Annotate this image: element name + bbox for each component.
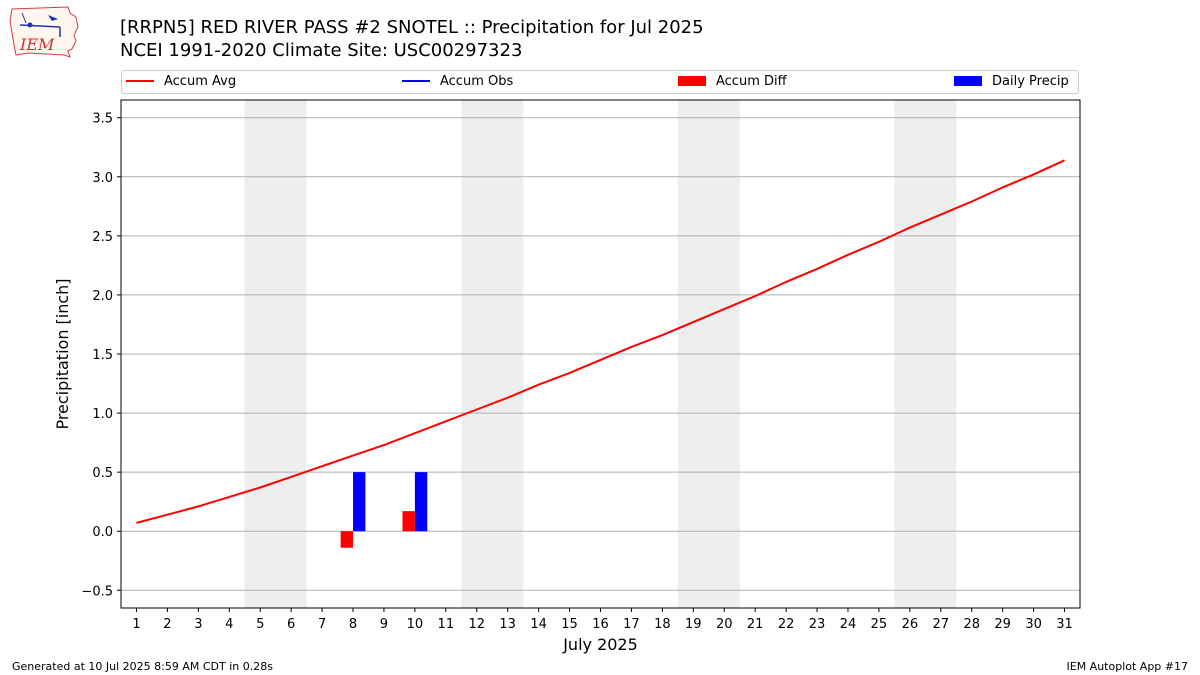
x-tick-label: 24 bbox=[840, 617, 857, 632]
x-tick-label: 7 bbox=[318, 617, 326, 632]
x-tick-label: 27 bbox=[933, 617, 950, 632]
y-tick-label: 2.0 bbox=[92, 289, 113, 304]
bar-accum-diff-day-8 bbox=[340, 531, 354, 548]
x-tick-label: 9 bbox=[380, 617, 388, 632]
x-tick-label: 25 bbox=[871, 617, 888, 632]
y-tick-label: 1.0 bbox=[92, 407, 113, 422]
x-tick-label: 10 bbox=[407, 617, 424, 632]
x-tick-label: 22 bbox=[778, 617, 795, 632]
legend-item-accum-obs: Accum Obs bbox=[402, 74, 513, 90]
legend-label-accum-diff: Accum Diff bbox=[716, 74, 787, 89]
y-axis-label: Precipitation [inch] bbox=[53, 278, 72, 429]
x-tick-label: 15 bbox=[561, 617, 578, 632]
x-tick-label: 26 bbox=[902, 617, 919, 632]
legend-label-daily-precip: Daily Precip bbox=[992, 74, 1069, 89]
legend-swatch-accum-obs bbox=[402, 79, 430, 82]
x-tick-label: 28 bbox=[963, 617, 980, 632]
x-tick-label: 2 bbox=[163, 617, 171, 632]
legend-label-accum-obs: Accum Obs bbox=[440, 74, 514, 89]
y-tick-label: 2.5 bbox=[92, 230, 113, 245]
x-tick-label: 30 bbox=[1025, 617, 1042, 632]
y-gridlines bbox=[121, 117, 1080, 591]
y-axis-ticks: −0.5 0.0 0.5 1.0 1.5 2.0 2.5 3.0 3.5 bbox=[81, 112, 121, 599]
x-tick-label: 17 bbox=[623, 617, 640, 632]
x-tick-label: 14 bbox=[530, 617, 547, 632]
app-credit: IEM Autoplot App #17 bbox=[1066, 660, 1189, 673]
bars bbox=[340, 472, 428, 548]
x-tick-label: 21 bbox=[747, 617, 764, 632]
x-tick-label: 31 bbox=[1056, 617, 1073, 632]
x-tick-label: 29 bbox=[994, 617, 1011, 632]
legend: Accum Avg Accum Obs Accum Diff Daily Pre… bbox=[121, 70, 1079, 94]
bar-accum-diff-day-10 bbox=[402, 511, 415, 532]
y-tick-label: 0.5 bbox=[92, 466, 113, 481]
y-tick-label: 3.5 bbox=[92, 112, 113, 127]
x-tick-label: 8 bbox=[349, 617, 357, 632]
y-tick-label: 0.0 bbox=[92, 525, 113, 540]
x-tick-label: 16 bbox=[592, 617, 609, 632]
x-tick-label: 4 bbox=[225, 617, 233, 632]
x-tick-label: 1 bbox=[132, 617, 140, 632]
x-axis-ticks: 1 2 3 4 5 6 7 8 9 10 11 12 13 14 15 16 17 18 19 20 21 22 23 24 2… bbox=[132, 608, 1073, 632]
line-accum-avg bbox=[136, 159, 1065, 524]
legend-item-accum-diff: Accum Diff bbox=[678, 74, 787, 90]
x-axis-label: July 2025 bbox=[562, 635, 638, 654]
x-tick-label: 12 bbox=[468, 617, 485, 632]
legend-swatch-accum-diff bbox=[678, 75, 706, 86]
bar-daily-precip-day-10 bbox=[414, 472, 428, 532]
legend-label-accum-avg: Accum Avg bbox=[164, 74, 237, 89]
x-tick-label: 18 bbox=[654, 617, 671, 632]
legend-swatch-accum-avg bbox=[126, 79, 154, 82]
y-tick-label: 1.5 bbox=[92, 348, 113, 363]
x-tick-label: 19 bbox=[685, 617, 702, 632]
y-tick-label: −0.5 bbox=[81, 584, 113, 599]
accum-avg-line-group bbox=[136, 159, 1065, 524]
chart-title: [RRPN5] RED RIVER PASS #2 SNOTEL :: Prec… bbox=[120, 17, 704, 38]
x-tick-label: 3 bbox=[194, 617, 202, 632]
x-tick-label: 13 bbox=[499, 617, 516, 632]
legend-item-daily-precip: Daily Precip bbox=[954, 74, 1069, 90]
x-tick-label: 23 bbox=[809, 617, 826, 632]
logo-text: IEM bbox=[19, 35, 55, 54]
iem-iowa-logo-icon: IEM bbox=[9, 6, 79, 58]
x-tick-label: 6 bbox=[287, 617, 295, 632]
legend-swatch-daily-precip bbox=[954, 75, 982, 86]
x-tick-label: 20 bbox=[716, 617, 733, 632]
legend-item-accum-avg: Accum Avg bbox=[126, 74, 236, 90]
x-tick-label: 11 bbox=[438, 617, 455, 632]
chart-subtitle: NCEI 1991-2020 Climate Site: USC00297323 bbox=[120, 40, 523, 61]
bar-daily-precip-day-8 bbox=[353, 472, 366, 532]
x-tick-label: 5 bbox=[256, 617, 264, 632]
y-tick-label: 3.0 bbox=[92, 171, 113, 186]
generated-timestamp: Generated at 10 Jul 2025 8:59 AM CDT in … bbox=[12, 660, 273, 673]
